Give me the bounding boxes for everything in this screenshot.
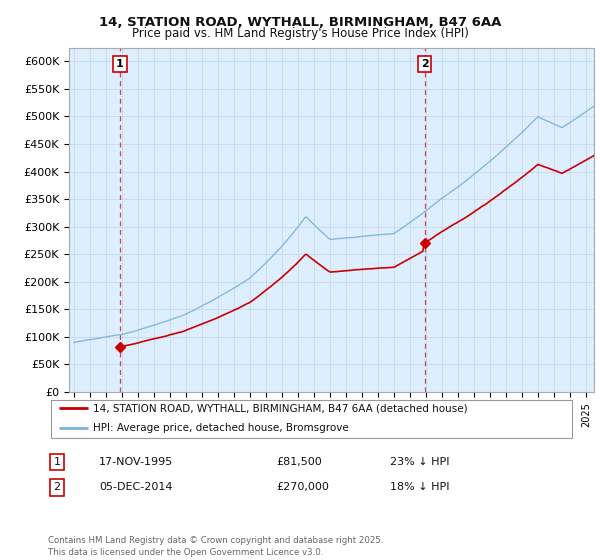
Text: Price paid vs. HM Land Registry's House Price Index (HPI): Price paid vs. HM Land Registry's House … xyxy=(131,27,469,40)
Text: £81,500: £81,500 xyxy=(276,457,322,467)
Text: 18% ↓ HPI: 18% ↓ HPI xyxy=(390,482,449,492)
Text: 17-NOV-1995: 17-NOV-1995 xyxy=(99,457,173,467)
Text: HPI: Average price, detached house, Bromsgrove: HPI: Average price, detached house, Brom… xyxy=(93,423,349,433)
Text: 1: 1 xyxy=(116,59,124,69)
Text: 2: 2 xyxy=(53,482,61,492)
FancyBboxPatch shape xyxy=(50,400,572,437)
Text: 05-DEC-2014: 05-DEC-2014 xyxy=(99,482,173,492)
Text: 23% ↓ HPI: 23% ↓ HPI xyxy=(390,457,449,467)
Text: 14, STATION ROAD, WYTHALL, BIRMINGHAM, B47 6AA: 14, STATION ROAD, WYTHALL, BIRMINGHAM, B… xyxy=(99,16,501,29)
Text: 2: 2 xyxy=(421,59,428,69)
Text: 14, STATION ROAD, WYTHALL, BIRMINGHAM, B47 6AA (detached house): 14, STATION ROAD, WYTHALL, BIRMINGHAM, B… xyxy=(93,403,467,413)
Text: Contains HM Land Registry data © Crown copyright and database right 2025.
This d: Contains HM Land Registry data © Crown c… xyxy=(48,536,383,557)
Text: £270,000: £270,000 xyxy=(276,482,329,492)
Text: 1: 1 xyxy=(53,457,61,467)
